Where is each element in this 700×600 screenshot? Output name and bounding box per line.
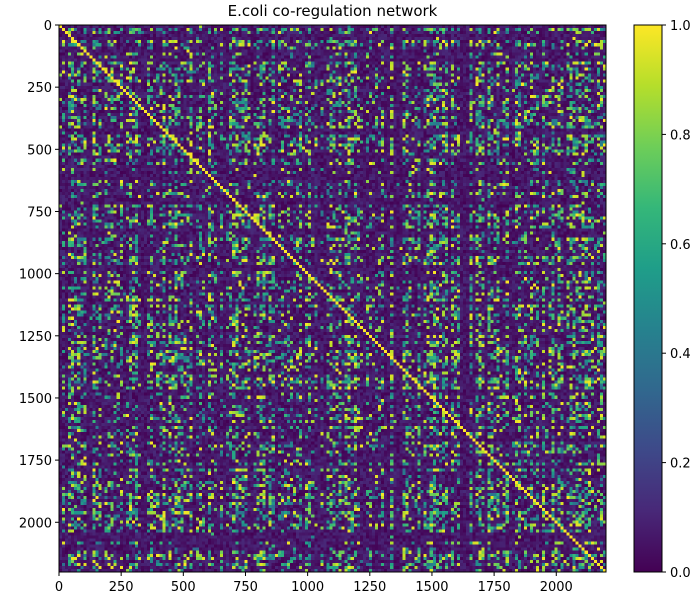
y-tick-label: 500 [27, 143, 52, 158]
x-tick-label: 1250 [353, 580, 386, 595]
heatmap-cells [59, 25, 606, 572]
colorbar [633, 24, 663, 573]
heatmap-matrix [59, 25, 606, 572]
y-tick-label: 0 [44, 19, 52, 34]
colorbar-tick-label: 0.6 [670, 238, 691, 253]
y-axis: 0 250 500 750 1000 1250 1500 1750 2000 [19, 19, 59, 531]
x-tick-label: 750 [233, 580, 258, 595]
colorbar-axis: 0.0 0.2 0.4 0.6 0.8 1.0 [662, 19, 691, 581]
x-tick-label: 1000 [291, 580, 324, 595]
y-tick-label: 1750 [19, 454, 52, 469]
y-tick-label: 1000 [19, 268, 52, 283]
plot-frame [58, 24, 607, 573]
x-tick-label: 250 [109, 580, 134, 595]
colorbar-tick-label: 1.0 [670, 19, 691, 34]
colorbar-tick-label: 0.8 [670, 128, 691, 143]
x-tick-label: 1750 [478, 580, 511, 595]
colorbar-tick-label: 0.2 [670, 457, 691, 472]
x-tick-label: 0 [55, 580, 63, 595]
chart-title: E.coli co-regulation network [227, 2, 438, 20]
x-tick-label: 1500 [415, 580, 448, 595]
y-tick-label: 1500 [19, 392, 52, 407]
y-tick-label: 250 [27, 81, 52, 96]
x-tick-label: 500 [171, 580, 196, 595]
colorbar-tick-label: 0.0 [670, 566, 691, 581]
y-tick-label: 2000 [19, 516, 52, 531]
colorbar-tick-label: 0.4 [670, 347, 691, 362]
x-tick-label: 2000 [540, 580, 573, 595]
y-tick-label: 1250 [19, 330, 52, 345]
x-axis: 0 250 500 750 1000 1250 1500 1750 2000 [55, 572, 573, 595]
y-tick-label: 750 [27, 205, 52, 220]
